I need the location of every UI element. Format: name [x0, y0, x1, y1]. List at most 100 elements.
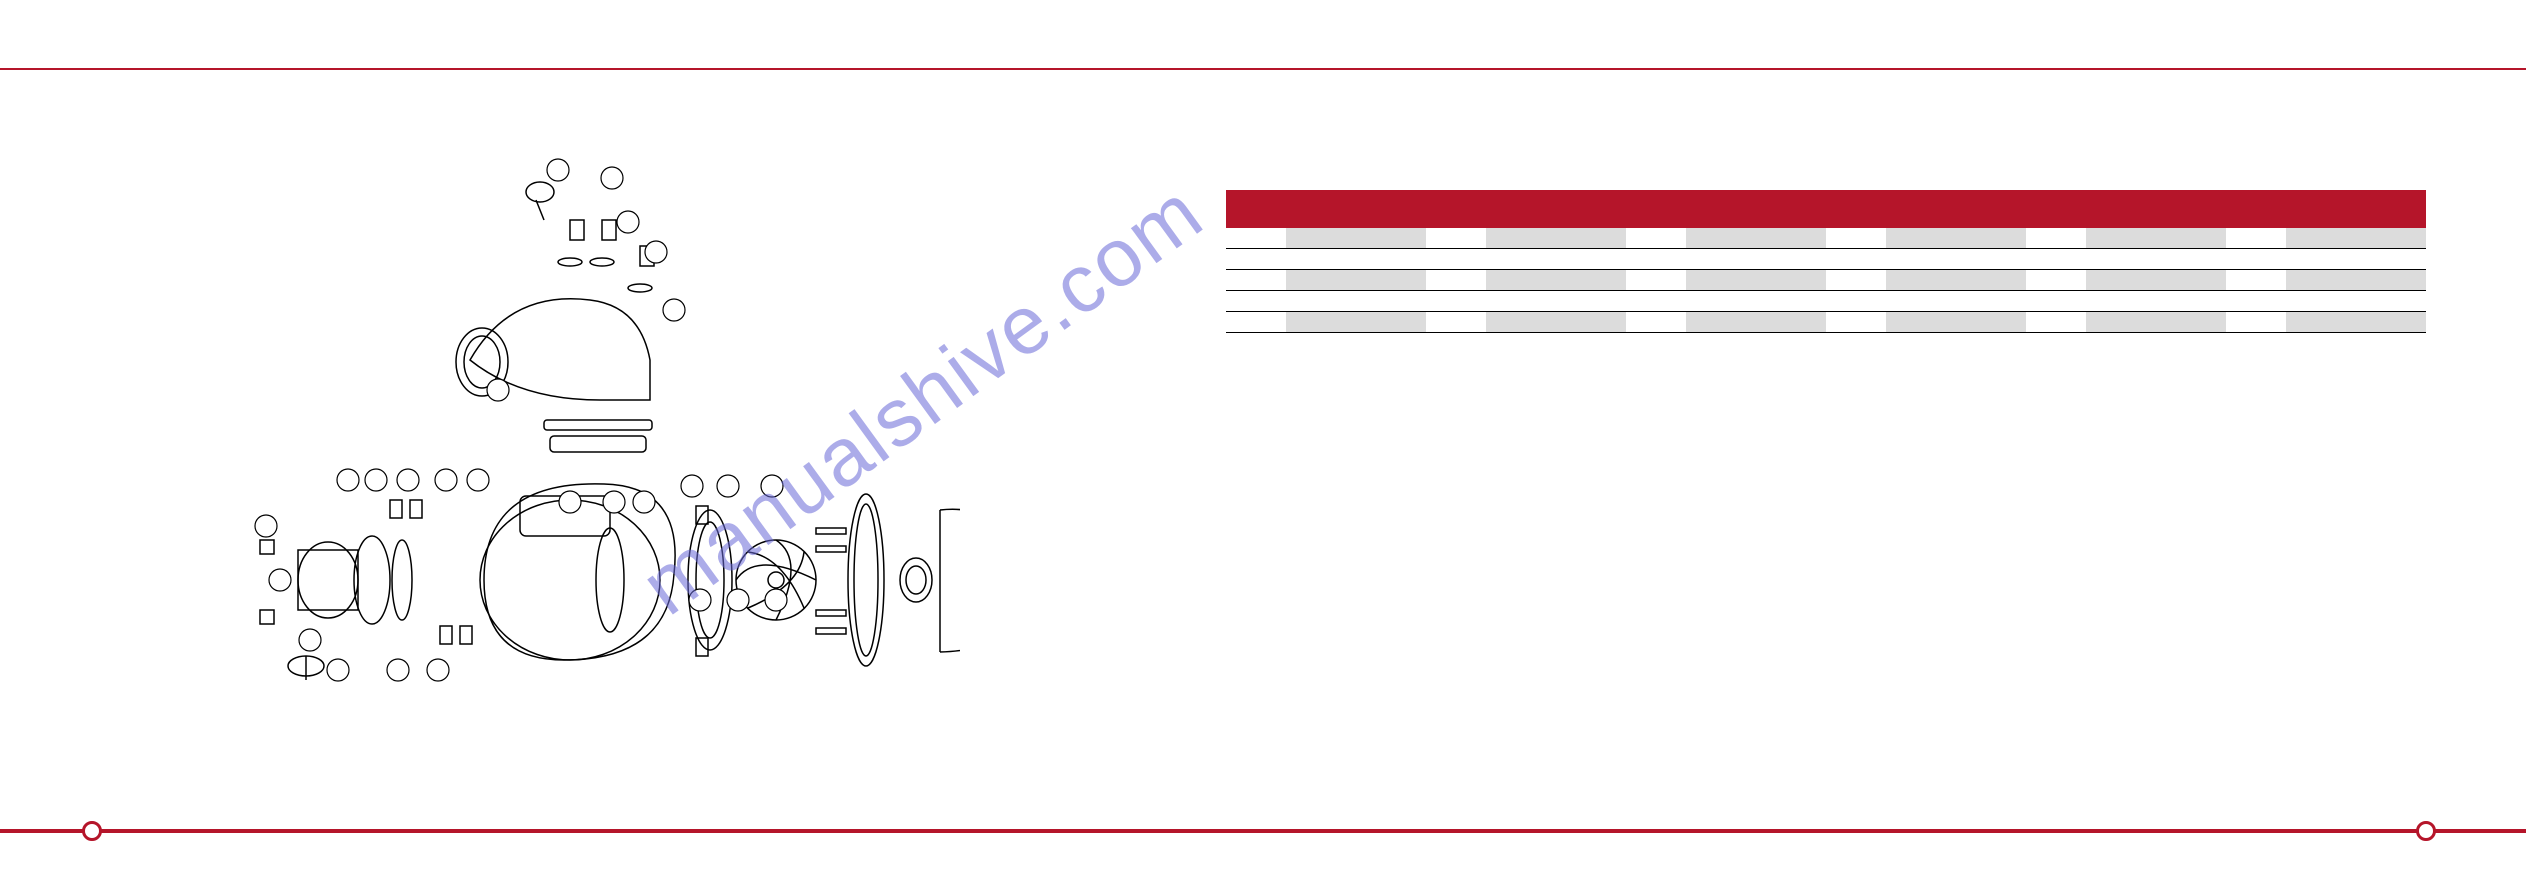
part-desc-cell: [1486, 270, 1626, 291]
part-no-cell: [2026, 249, 2086, 270]
part-desc-cell: [1286, 249, 1426, 270]
part-no-cell: [1226, 228, 1286, 249]
part-desc-cell: [1886, 270, 2026, 291]
part-no-cell: [2226, 291, 2286, 312]
part-desc-cell: [1686, 249, 1826, 270]
part-no-cell: [1426, 312, 1486, 333]
part-no-cell: [1826, 228, 1886, 249]
part-desc-cell: [2286, 312, 2426, 333]
part-no-cell: [1826, 249, 1886, 270]
top-rule: [0, 68, 2526, 70]
callout-circle: [681, 475, 703, 497]
callout-circle: [547, 159, 569, 181]
part-no-cell: [1626, 291, 1686, 312]
part-no-cell: [1626, 312, 1686, 333]
part-desc-cell: [2286, 291, 2426, 312]
part-no-cell: [1426, 270, 1486, 291]
part-no-cell: [1626, 249, 1686, 270]
part-no-cell: [1226, 270, 1286, 291]
callout-circle: [327, 659, 349, 681]
part-no-cell: [1226, 291, 1286, 312]
part-desc-cell: [1486, 228, 1626, 249]
part-no-cell: [2226, 270, 2286, 291]
part-no-cell: [1426, 249, 1486, 270]
callout-circle: [467, 469, 489, 491]
part-desc-cell: [1686, 228, 1826, 249]
table-row: [1226, 270, 2426, 291]
part-desc-cell: [2086, 291, 2226, 312]
part-no-cell: [2026, 312, 2086, 333]
callout-circle: [427, 659, 449, 681]
table-row: [1226, 312, 2426, 333]
part-desc-cell: [2086, 228, 2226, 249]
table-row: [1226, 291, 2426, 312]
callout-circle: [765, 589, 787, 611]
part-no-cell: [2226, 312, 2286, 333]
callout-circle: [269, 569, 291, 591]
callout-circle: [435, 469, 457, 491]
callout-circle: [387, 659, 409, 681]
callout-circle: [299, 629, 321, 651]
part-desc-cell: [1886, 249, 2026, 270]
part-desc-cell: [2286, 249, 2426, 270]
exploded-diagram: [140, 110, 960, 750]
part-desc-cell: [2086, 249, 2226, 270]
part-no-cell: [1626, 270, 1686, 291]
part-desc-cell: [1686, 270, 1826, 291]
callout-circle: [397, 469, 419, 491]
callout-circle: [337, 469, 359, 491]
callout-circle: [487, 379, 509, 401]
page-node-left: [82, 821, 102, 841]
part-no-cell: [2026, 270, 2086, 291]
callout-circle: [633, 491, 655, 513]
callout-circle: [761, 475, 783, 497]
page-node-right: [2416, 821, 2436, 841]
part-desc-cell: [1886, 228, 2026, 249]
part-no-cell: [1826, 270, 1886, 291]
part-no-cell: [1226, 312, 1286, 333]
callout-circle: [645, 241, 667, 263]
part-desc-cell: [1686, 312, 1826, 333]
table-row: [1226, 228, 2426, 249]
part-no-cell: [1826, 312, 1886, 333]
part-desc-cell: [1686, 291, 1826, 312]
part-desc-cell: [1286, 228, 1426, 249]
callout-circle: [617, 211, 639, 233]
callout-circle: [717, 475, 739, 497]
part-no-cell: [1826, 291, 1886, 312]
part-desc-cell: [1486, 312, 1626, 333]
part-desc-cell: [1286, 270, 1426, 291]
parts-table-header: [1226, 190, 2426, 228]
part-desc-cell: [1486, 291, 1626, 312]
parts-table: [1226, 228, 2426, 333]
part-no-cell: [2226, 249, 2286, 270]
part-desc-cell: [2286, 270, 2426, 291]
part-desc-cell: [1286, 312, 1426, 333]
part-no-cell: [1226, 249, 1286, 270]
callout-circle: [255, 515, 277, 537]
manual-page: manualshive.com: [0, 0, 2526, 893]
callout-circle: [689, 589, 711, 611]
part-desc-cell: [2086, 270, 2226, 291]
part-desc-cell: [2286, 228, 2426, 249]
callout-circle: [365, 469, 387, 491]
callout-circle: [663, 299, 685, 321]
callout-circle: [559, 491, 581, 513]
part-no-cell: [2026, 228, 2086, 249]
callout-circle: [603, 491, 625, 513]
bottom-rule: [0, 829, 2526, 833]
callout-circle: [727, 589, 749, 611]
part-desc-cell: [1886, 291, 2026, 312]
part-no-cell: [1626, 228, 1686, 249]
part-desc-cell: [1486, 249, 1626, 270]
parts-table-container: [1226, 190, 2426, 333]
part-desc-cell: [1886, 312, 2026, 333]
callout-circle: [601, 167, 623, 189]
table-row: [1226, 249, 2426, 270]
part-no-cell: [2026, 291, 2086, 312]
diagram-svg: [140, 110, 960, 750]
part-desc-cell: [1286, 291, 1426, 312]
part-no-cell: [1426, 228, 1486, 249]
part-desc-cell: [2086, 312, 2226, 333]
part-no-cell: [1426, 291, 1486, 312]
